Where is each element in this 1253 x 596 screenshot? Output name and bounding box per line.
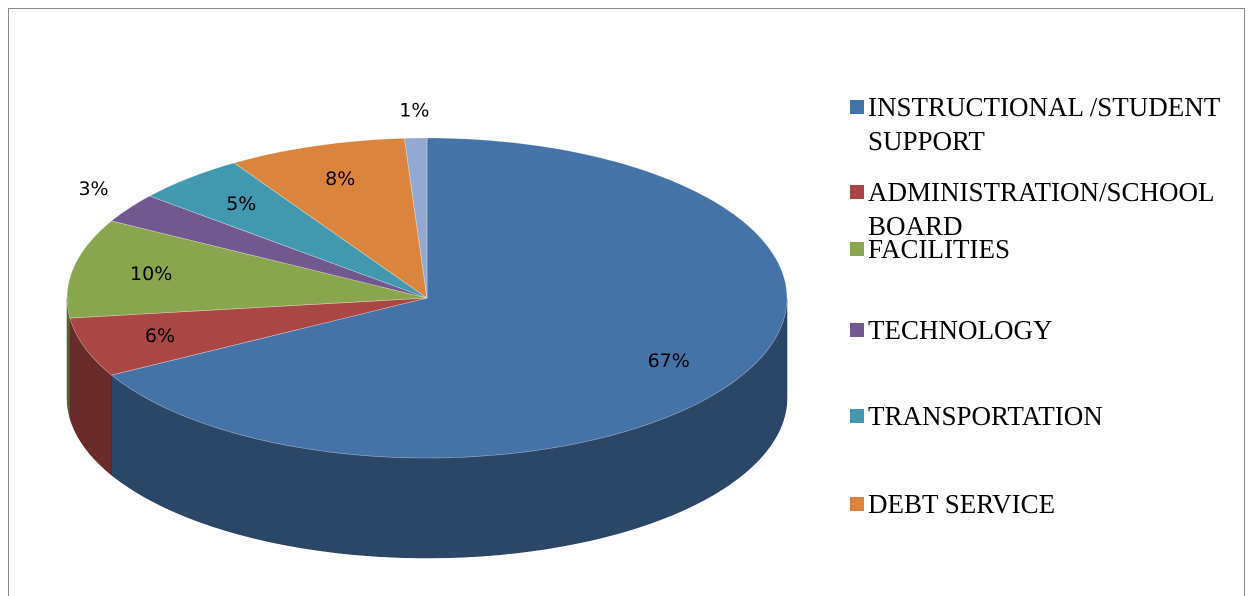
slice	[66, 220, 428, 319]
legend-label: ADMINISTRATION/SCHOOL BOARD	[868, 177, 1214, 241]
legend-item: TECHNOLOGY	[850, 313, 1240, 347]
data-label: 67%	[648, 350, 690, 372]
data-label: 10%	[130, 263, 172, 285]
slice	[69, 297, 428, 376]
legend-label: INSTRUCTIONAL /STUDENT SUPPORT	[868, 92, 1220, 156]
legend-swatch	[850, 100, 864, 114]
legend-swatch	[850, 323, 864, 337]
legend-label: TRANSPORTATION	[868, 401, 1103, 431]
data-label: 3%	[78, 178, 108, 200]
slice	[148, 162, 428, 299]
data-label: 8%	[325, 168, 355, 190]
slice	[110, 195, 428, 299]
slice	[110, 137, 788, 459]
legend-item: INSTRUCTIONAL /STUDENT SUPPORT	[850, 90, 1240, 158]
legend-item: ADMINISTRATION/SCHOOL BOARD	[850, 175, 1240, 243]
data-label: 1%	[399, 99, 429, 121]
legend-label: FACILITIES	[868, 234, 1010, 264]
legend-swatch	[850, 497, 864, 511]
data-label: 5%	[226, 193, 256, 215]
data-label: 6%	[145, 325, 175, 347]
legend-swatch	[850, 409, 864, 423]
slice	[233, 137, 428, 299]
legend-label: DEBT SERVICE	[868, 489, 1056, 519]
legend-item: TRANSPORTATION	[850, 399, 1240, 433]
legend-label: TECHNOLOGY	[868, 315, 1053, 345]
slice	[404, 137, 428, 299]
legend-item: DEBT SERVICE	[850, 487, 1240, 521]
legend-item: FACILITIES	[850, 232, 1240, 266]
legend-swatch	[850, 185, 864, 199]
legend-swatch	[850, 242, 864, 256]
chart-border	[8, 8, 1245, 596]
